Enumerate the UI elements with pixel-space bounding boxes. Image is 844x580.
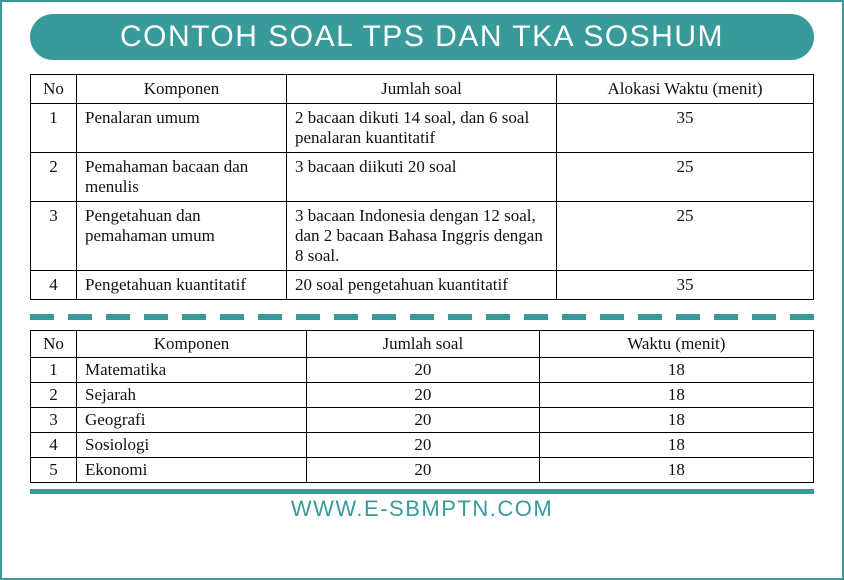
table-row: 1Matematika2018	[31, 358, 814, 383]
col-waktu: Alokasi Waktu (menit)	[557, 75, 814, 104]
cell-no: 1	[31, 358, 77, 383]
col-no: No	[31, 75, 77, 104]
page-frame: CONTOH SOAL TPS DAN TKA SOSHUM WWW.E-SBM…	[0, 0, 844, 580]
tables-container: No Komponen Jumlah soal Alokasi Waktu (m…	[30, 74, 814, 522]
cell-komponen: Ekonomi	[77, 458, 307, 483]
cell-no: 5	[31, 458, 77, 483]
cell-waktu: 18	[539, 433, 813, 458]
cell-waktu: 18	[539, 383, 813, 408]
page-title: CONTOH SOAL TPS DAN TKA SOSHUM	[50, 20, 794, 54]
cell-jumlah: 20	[307, 458, 540, 483]
cell-komponen: Pengetahuan dan pemahaman umum	[77, 202, 287, 271]
table-row: 3Geografi2018	[31, 408, 814, 433]
cell-komponen: Pemahaman bacaan dan menulis	[77, 153, 287, 202]
cell-no: 4	[31, 271, 77, 300]
cell-jumlah: 2 bacaan dikuti 14 soal, dan 6 soal pena…	[287, 104, 557, 153]
cell-jumlah: 20	[307, 358, 540, 383]
cell-komponen: Matematika	[77, 358, 307, 383]
cell-jumlah: 20 soal pengetahuan kuantitatif	[287, 271, 557, 300]
cell-waktu: 25	[557, 153, 814, 202]
cell-waktu: 25	[557, 202, 814, 271]
cell-waktu: 18	[539, 358, 813, 383]
cell-komponen: Geografi	[77, 408, 307, 433]
table-row: 2Sejarah2018	[31, 383, 814, 408]
col-waktu: Waktu (menit)	[539, 331, 813, 358]
col-komponen: Komponen	[77, 331, 307, 358]
table-header-row: No Komponen Jumlah soal Alokasi Waktu (m…	[31, 75, 814, 104]
cell-no: 4	[31, 433, 77, 458]
cell-no: 3	[31, 202, 77, 271]
cell-komponen: Pengetahuan kuantitatif	[77, 271, 287, 300]
cell-jumlah: 20	[307, 433, 540, 458]
table-tka-body: 1Matematika20182Sejarah20183Geografi2018…	[31, 358, 814, 483]
cell-jumlah: 3 bacaan Indonesia dengan 12 soal, dan 2…	[287, 202, 557, 271]
table-row: 1Penalaran umum2 bacaan dikuti 14 soal, …	[31, 104, 814, 153]
cell-jumlah: 3 bacaan diikuti 20 soal	[287, 153, 557, 202]
cell-waktu: 35	[557, 271, 814, 300]
cell-waktu: 35	[557, 104, 814, 153]
cell-no: 2	[31, 383, 77, 408]
cell-jumlah: 20	[307, 408, 540, 433]
table-row: 4Sosiologi2018	[31, 433, 814, 458]
table-row: 3Pengetahuan dan pemahaman umum3 bacaan …	[31, 202, 814, 271]
cell-jumlah: 20	[307, 383, 540, 408]
col-komponen: Komponen	[77, 75, 287, 104]
table-row: 4Pengetahuan kuantitatif20 soal pengetah…	[31, 271, 814, 300]
table-tps: No Komponen Jumlah soal Alokasi Waktu (m…	[30, 74, 814, 300]
cell-komponen: Sejarah	[77, 383, 307, 408]
title-bar: CONTOH SOAL TPS DAN TKA SOSHUM	[30, 14, 814, 60]
table-tka: No Komponen Jumlah soal Waktu (menit) 1M…	[30, 330, 814, 483]
footer-line	[30, 489, 814, 494]
cell-no: 3	[31, 408, 77, 433]
table-row: 5Ekonomi2018	[31, 458, 814, 483]
section-divider	[30, 314, 814, 320]
footer-text: WWW.E-SBMPTN.COM	[30, 496, 814, 522]
cell-komponen: Penalaran umum	[77, 104, 287, 153]
cell-waktu: 18	[539, 458, 813, 483]
col-no: No	[31, 331, 77, 358]
cell-no: 2	[31, 153, 77, 202]
col-jumlah: Jumlah soal	[287, 75, 557, 104]
col-jumlah: Jumlah soal	[307, 331, 540, 358]
table-tps-body: 1Penalaran umum2 bacaan dikuti 14 soal, …	[31, 104, 814, 300]
table-header-row: No Komponen Jumlah soal Waktu (menit)	[31, 331, 814, 358]
cell-komponen: Sosiologi	[77, 433, 307, 458]
table-row: 2Pemahaman bacaan dan menulis3 bacaan di…	[31, 153, 814, 202]
cell-no: 1	[31, 104, 77, 153]
cell-waktu: 18	[539, 408, 813, 433]
